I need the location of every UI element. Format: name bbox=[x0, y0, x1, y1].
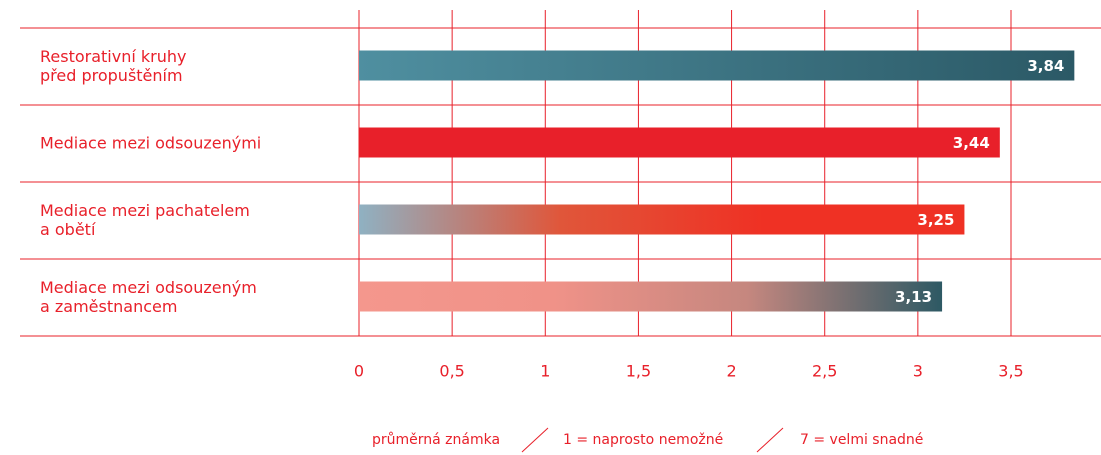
bar bbox=[359, 281, 943, 312]
value-label: 3,84 bbox=[1027, 57, 1064, 75]
separator-slash bbox=[521, 427, 549, 453]
value-label: 3,44 bbox=[953, 134, 990, 152]
x-tick-label: 1,5 bbox=[626, 362, 651, 381]
x-tick-label: 2,5 bbox=[812, 362, 837, 381]
x-tick-label: 2 bbox=[726, 362, 736, 381]
scale-note: 7 = velmi snadné bbox=[800, 432, 923, 448]
scale-note: 1 = naprosto nemožné bbox=[563, 432, 723, 448]
x-tick-label: 3 bbox=[913, 362, 923, 381]
category-label: Mediace mezi odsouzeným a zaměstnancem bbox=[40, 277, 257, 316]
separator-slash bbox=[756, 427, 784, 453]
bar bbox=[359, 204, 965, 235]
bar bbox=[359, 50, 1075, 81]
category-label: Restorativní kruhy před propuštěním bbox=[40, 46, 187, 85]
x-tick-label: 3,5 bbox=[998, 362, 1023, 381]
x-tick-label: 0 bbox=[354, 362, 364, 381]
x-tick-label: 0,5 bbox=[439, 362, 464, 381]
scale-note: průměrná známka bbox=[372, 432, 500, 448]
value-label: 3,13 bbox=[895, 288, 932, 306]
value-label: 3,25 bbox=[917, 211, 954, 229]
category-label: Mediace mezi pachatelem a obětí bbox=[40, 200, 250, 239]
bar bbox=[359, 127, 1000, 158]
x-tick-label: 1 bbox=[540, 362, 550, 381]
category-label: Mediace mezi odsouzenými bbox=[40, 133, 262, 152]
